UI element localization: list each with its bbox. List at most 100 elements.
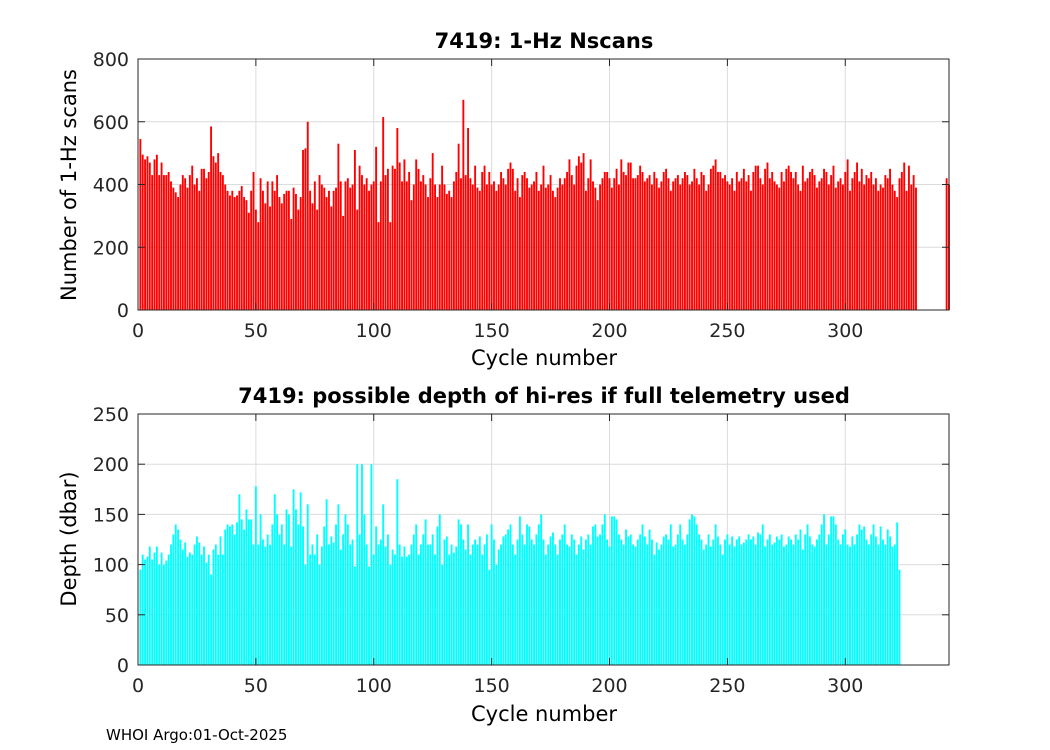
bar	[726, 534, 729, 665]
bar	[582, 549, 585, 665]
bar	[665, 168, 668, 310]
bar	[544, 187, 547, 310]
bar	[155, 546, 158, 665]
bar	[636, 539, 639, 665]
bar	[660, 544, 663, 665]
bar	[219, 171, 222, 310]
bar	[584, 539, 587, 665]
bar	[530, 539, 533, 665]
bar	[561, 534, 564, 665]
bar	[469, 554, 472, 665]
bar	[865, 539, 868, 665]
bar	[601, 524, 604, 665]
bar	[554, 544, 557, 665]
bar	[695, 524, 698, 665]
bar	[898, 569, 901, 665]
bar	[747, 175, 750, 310]
bar	[700, 539, 703, 665]
bar	[608, 546, 611, 665]
bar	[233, 197, 236, 310]
bar	[290, 546, 293, 665]
bar	[290, 219, 293, 310]
bar	[165, 175, 168, 310]
bar	[738, 536, 741, 665]
bar	[495, 190, 498, 310]
bar	[441, 165, 444, 310]
bar	[511, 544, 514, 665]
x-tick-label: 100	[356, 675, 392, 697]
bar	[521, 175, 524, 310]
bar	[273, 190, 276, 310]
x-tick-label: 50	[244, 320, 268, 342]
bar	[705, 190, 708, 310]
bar	[177, 529, 180, 665]
bar	[813, 175, 816, 310]
bar	[287, 514, 290, 665]
bar	[311, 203, 314, 310]
bar	[379, 181, 382, 310]
bar	[231, 524, 234, 665]
bar	[450, 197, 453, 310]
bar	[457, 143, 460, 310]
bar	[250, 190, 253, 310]
ticks: 0 50 100 150 200 250 300 0 50 100 150 200 250	[93, 404, 949, 697]
bar	[882, 539, 884, 665]
bar	[243, 197, 246, 310]
bar	[684, 171, 686, 310]
bar	[431, 153, 434, 310]
bar	[658, 187, 660, 310]
bar	[316, 209, 319, 310]
bar	[589, 159, 592, 310]
bar	[856, 162, 858, 310]
bar	[742, 542, 745, 665]
bar	[151, 175, 154, 310]
bar	[200, 554, 203, 665]
bar	[573, 184, 576, 310]
bar	[820, 524, 823, 665]
x-tick-label: 200	[591, 675, 627, 697]
bar	[332, 542, 335, 665]
bar	[445, 536, 448, 665]
bar	[170, 544, 172, 665]
bar	[184, 178, 187, 310]
bar	[877, 544, 880, 665]
bar	[452, 181, 455, 310]
bar	[851, 178, 854, 310]
bar	[438, 514, 441, 665]
axes-box	[137, 413, 950, 666]
bar	[353, 566, 356, 665]
bar	[231, 190, 234, 310]
bar	[844, 171, 847, 310]
bar	[804, 534, 807, 665]
bar	[799, 190, 802, 310]
bar	[717, 171, 719, 310]
bar	[410, 544, 413, 665]
bar	[408, 171, 411, 310]
bar	[606, 171, 609, 310]
bar	[778, 539, 781, 665]
x-tick-label: 250	[709, 320, 745, 342]
bar	[676, 175, 679, 310]
bar	[358, 165, 361, 310]
x-tick-label: 0	[132, 320, 144, 342]
bar	[318, 175, 321, 310]
bar	[398, 544, 401, 665]
bar	[891, 184, 894, 310]
bar	[841, 534, 844, 665]
y-tick-label: 0	[117, 655, 129, 677]
bar	[516, 178, 519, 310]
bar	[636, 175, 639, 310]
bar	[783, 181, 785, 310]
bar	[740, 178, 743, 310]
bar	[757, 165, 759, 310]
bar	[276, 175, 279, 310]
bar	[773, 181, 776, 310]
bar	[903, 162, 906, 310]
bar	[898, 178, 901, 310]
bar	[653, 171, 656, 310]
bar	[698, 184, 701, 310]
bar	[151, 559, 154, 665]
bar	[254, 209, 257, 310]
bar	[792, 544, 795, 665]
bar	[582, 153, 585, 310]
